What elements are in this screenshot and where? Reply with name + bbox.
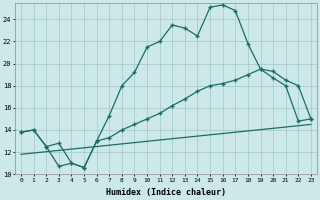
X-axis label: Humidex (Indice chaleur): Humidex (Indice chaleur) (106, 188, 226, 197)
